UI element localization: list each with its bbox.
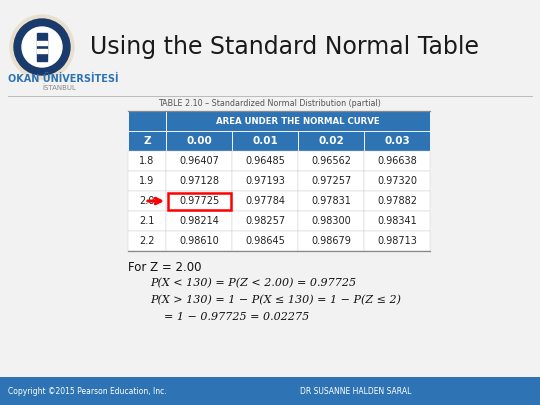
Bar — [364, 231, 430, 251]
Text: 1.9: 1.9 — [139, 176, 154, 186]
Text: 0.98610: 0.98610 — [179, 236, 219, 246]
Text: 0.01: 0.01 — [252, 136, 278, 146]
Bar — [166, 151, 232, 171]
Circle shape — [22, 27, 62, 67]
Bar — [298, 191, 364, 211]
Text: 0.98713: 0.98713 — [377, 236, 417, 246]
Bar — [232, 211, 298, 231]
Bar — [128, 171, 166, 191]
Bar — [128, 111, 166, 131]
Text: 0.97725: 0.97725 — [179, 196, 219, 206]
Text: P(X < 130) = P(Z < 2.00) = 0.97725: P(X < 130) = P(Z < 2.00) = 0.97725 — [150, 278, 356, 288]
Text: 0.03: 0.03 — [384, 136, 410, 146]
Text: TABLE 2.10 – Standardized Normal Distribution (partial): TABLE 2.10 – Standardized Normal Distrib… — [159, 98, 381, 107]
Circle shape — [10, 15, 74, 79]
Text: 1.8: 1.8 — [139, 156, 154, 166]
Text: 2.1: 2.1 — [139, 216, 154, 226]
Bar — [166, 171, 232, 191]
Text: 0.97193: 0.97193 — [245, 176, 285, 186]
Bar — [232, 191, 298, 211]
Bar — [166, 111, 430, 131]
Bar — [298, 131, 364, 151]
Text: 0.98341: 0.98341 — [377, 216, 417, 226]
Text: 0.97831: 0.97831 — [311, 196, 351, 206]
Bar — [364, 211, 430, 231]
Bar — [128, 211, 166, 231]
Bar — [298, 151, 364, 171]
Bar — [232, 151, 298, 171]
Bar — [37, 33, 47, 61]
Text: 0.02: 0.02 — [318, 136, 344, 146]
Text: 2.2: 2.2 — [139, 236, 155, 246]
Text: 0.98645: 0.98645 — [245, 236, 285, 246]
Bar — [232, 231, 298, 251]
Text: Z: Z — [143, 136, 151, 146]
Text: = 1 − 0.97725 = 0.02275: = 1 − 0.97725 = 0.02275 — [164, 312, 309, 322]
Text: Copyright ©2015 Pearson Education, Inc.: Copyright ©2015 Pearson Education, Inc. — [8, 386, 167, 396]
Bar — [232, 171, 298, 191]
Bar — [166, 131, 232, 151]
Bar — [37, 41, 47, 45]
Bar — [298, 171, 364, 191]
Text: 0.96562: 0.96562 — [311, 156, 351, 166]
Text: 2.0: 2.0 — [139, 196, 154, 206]
Bar — [364, 191, 430, 211]
Bar — [0, 377, 540, 405]
Bar — [37, 49, 47, 53]
Text: 0.97882: 0.97882 — [377, 196, 417, 206]
Bar — [166, 191, 232, 211]
Circle shape — [14, 19, 70, 75]
Bar — [128, 151, 166, 171]
Text: For Z = 2.00: For Z = 2.00 — [128, 261, 201, 274]
Text: AREA UNDER THE NORMAL CURVE: AREA UNDER THE NORMAL CURVE — [216, 117, 380, 126]
Bar — [364, 131, 430, 151]
Text: 0.00: 0.00 — [186, 136, 212, 146]
Text: 0.97784: 0.97784 — [245, 196, 285, 206]
Bar — [166, 211, 232, 231]
Text: P(X > 130) = 1 − P(X ≤ 130) = 1 − P(Z ≤ 2): P(X > 130) = 1 − P(X ≤ 130) = 1 − P(Z ≤ … — [150, 295, 401, 305]
Text: 0.98214: 0.98214 — [179, 216, 219, 226]
Text: DR SUSANNE HALDEN SARAL: DR SUSANNE HALDEN SARAL — [300, 386, 411, 396]
Bar — [167, 192, 231, 209]
Text: 0.98679: 0.98679 — [311, 236, 351, 246]
Text: 0.96638: 0.96638 — [377, 156, 417, 166]
Text: 0.98257: 0.98257 — [245, 216, 285, 226]
Text: 0.96485: 0.96485 — [245, 156, 285, 166]
Bar — [364, 171, 430, 191]
Bar — [128, 131, 166, 151]
Text: 0.97257: 0.97257 — [311, 176, 351, 186]
Text: İSTANBUL: İSTANBUL — [42, 85, 76, 92]
Bar — [128, 191, 166, 211]
Text: 0.96407: 0.96407 — [179, 156, 219, 166]
Text: 0.98300: 0.98300 — [311, 216, 351, 226]
Text: 0.97320: 0.97320 — [377, 176, 417, 186]
Bar — [364, 151, 430, 171]
Bar — [298, 231, 364, 251]
Bar — [232, 131, 298, 151]
Text: Using the Standard Normal Table: Using the Standard Normal Table — [90, 35, 479, 59]
Bar — [298, 211, 364, 231]
Bar — [128, 231, 166, 251]
Text: OKAN ÜNİVERSİTESİ: OKAN ÜNİVERSİTESİ — [8, 74, 118, 84]
Text: 0.97128: 0.97128 — [179, 176, 219, 186]
Bar — [166, 231, 232, 251]
